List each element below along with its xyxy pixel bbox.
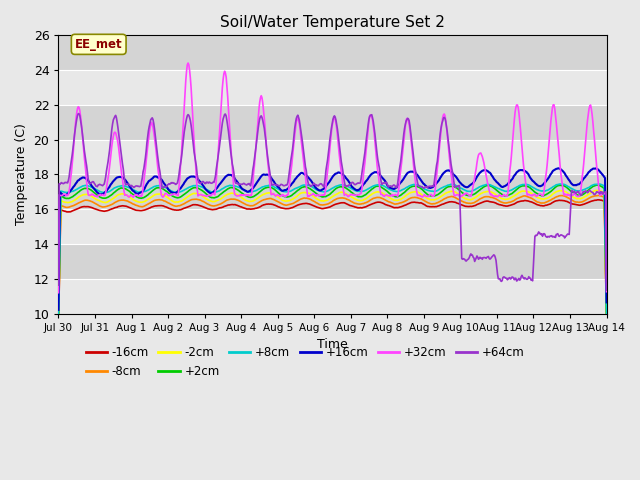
+64cm xyxy=(206,180,214,186)
+64cm xyxy=(74,111,82,117)
Title: Soil/Water Temperature Set 2: Soil/Water Temperature Set 2 xyxy=(220,15,445,30)
+8cm xyxy=(54,315,62,321)
+8cm xyxy=(603,313,611,319)
+2cm xyxy=(399,191,407,196)
+16cm xyxy=(54,307,62,313)
-8cm xyxy=(205,202,213,208)
Text: EE_met: EE_met xyxy=(75,38,122,51)
-8cm xyxy=(415,195,423,201)
-2cm xyxy=(177,198,184,204)
+16cm xyxy=(399,177,407,182)
Legend: -16cm, -8cm, -2cm, +2cm, +8cm, +16cm, +32cm, +64cm: -16cm, -8cm, -2cm, +2cm, +8cm, +16cm, +3… xyxy=(81,341,529,383)
+16cm xyxy=(603,300,611,305)
+2cm xyxy=(177,194,184,200)
-2cm xyxy=(415,190,423,195)
+32cm xyxy=(603,289,611,295)
-16cm xyxy=(65,209,72,215)
+8cm xyxy=(205,188,213,194)
+16cm xyxy=(205,190,213,195)
+8cm xyxy=(121,183,129,189)
Bar xyxy=(58,70,607,105)
+16cm xyxy=(555,166,563,171)
+64cm xyxy=(177,157,185,163)
+64cm xyxy=(416,184,424,190)
Line: +16cm: +16cm xyxy=(58,168,607,310)
+16cm xyxy=(177,186,184,192)
-16cm xyxy=(205,206,213,212)
+2cm xyxy=(65,195,72,201)
Line: +8cm: +8cm xyxy=(58,184,607,318)
-8cm xyxy=(603,319,611,325)
-2cm xyxy=(595,188,602,193)
+64cm xyxy=(65,178,72,183)
-8cm xyxy=(399,199,407,205)
+2cm xyxy=(593,182,600,188)
+32cm xyxy=(177,164,184,169)
+16cm xyxy=(415,175,423,180)
Bar xyxy=(58,36,607,70)
+32cm xyxy=(184,60,192,66)
-2cm xyxy=(121,192,129,197)
+8cm xyxy=(177,189,184,194)
X-axis label: Time: Time xyxy=(317,338,348,351)
-8cm xyxy=(121,197,129,203)
+2cm xyxy=(121,186,129,192)
-16cm xyxy=(54,325,62,331)
Line: +64cm: +64cm xyxy=(58,114,607,290)
+32cm xyxy=(65,192,72,197)
Bar xyxy=(58,209,607,244)
+8cm xyxy=(65,190,72,195)
+2cm xyxy=(54,317,62,323)
+16cm xyxy=(121,177,129,182)
Bar xyxy=(58,244,607,279)
-8cm xyxy=(54,323,62,329)
Bar xyxy=(58,140,607,174)
-16cm xyxy=(603,321,611,327)
-16cm xyxy=(177,207,184,213)
Line: -16cm: -16cm xyxy=(58,200,607,328)
Line: -2cm: -2cm xyxy=(58,191,607,323)
-16cm xyxy=(399,203,407,209)
+64cm xyxy=(400,131,408,137)
+8cm xyxy=(399,187,407,192)
-16cm xyxy=(595,197,602,203)
-2cm xyxy=(65,200,72,205)
+32cm xyxy=(416,193,424,199)
-16cm xyxy=(415,200,423,206)
-2cm xyxy=(399,195,407,201)
-2cm xyxy=(54,320,62,326)
+32cm xyxy=(400,138,408,144)
+64cm xyxy=(122,182,129,188)
-8cm xyxy=(595,192,603,198)
Y-axis label: Temperature (C): Temperature (C) xyxy=(15,123,28,225)
-2cm xyxy=(205,198,213,204)
+64cm xyxy=(603,287,611,293)
+8cm xyxy=(415,183,423,189)
+32cm xyxy=(121,192,129,198)
Line: -8cm: -8cm xyxy=(58,195,607,326)
+64cm xyxy=(54,282,62,288)
+32cm xyxy=(206,193,214,199)
Line: +2cm: +2cm xyxy=(58,185,607,320)
+32cm xyxy=(54,290,62,296)
-8cm xyxy=(177,203,184,208)
+8cm xyxy=(595,181,603,187)
-8cm xyxy=(65,204,72,210)
+2cm xyxy=(415,184,423,190)
Bar xyxy=(58,105,607,140)
-16cm xyxy=(121,203,129,209)
Line: +32cm: +32cm xyxy=(58,63,607,293)
Bar xyxy=(58,279,607,313)
-2cm xyxy=(603,316,611,322)
+2cm xyxy=(205,193,213,199)
+2cm xyxy=(603,314,611,320)
+16cm xyxy=(65,190,72,196)
Bar xyxy=(58,174,607,209)
